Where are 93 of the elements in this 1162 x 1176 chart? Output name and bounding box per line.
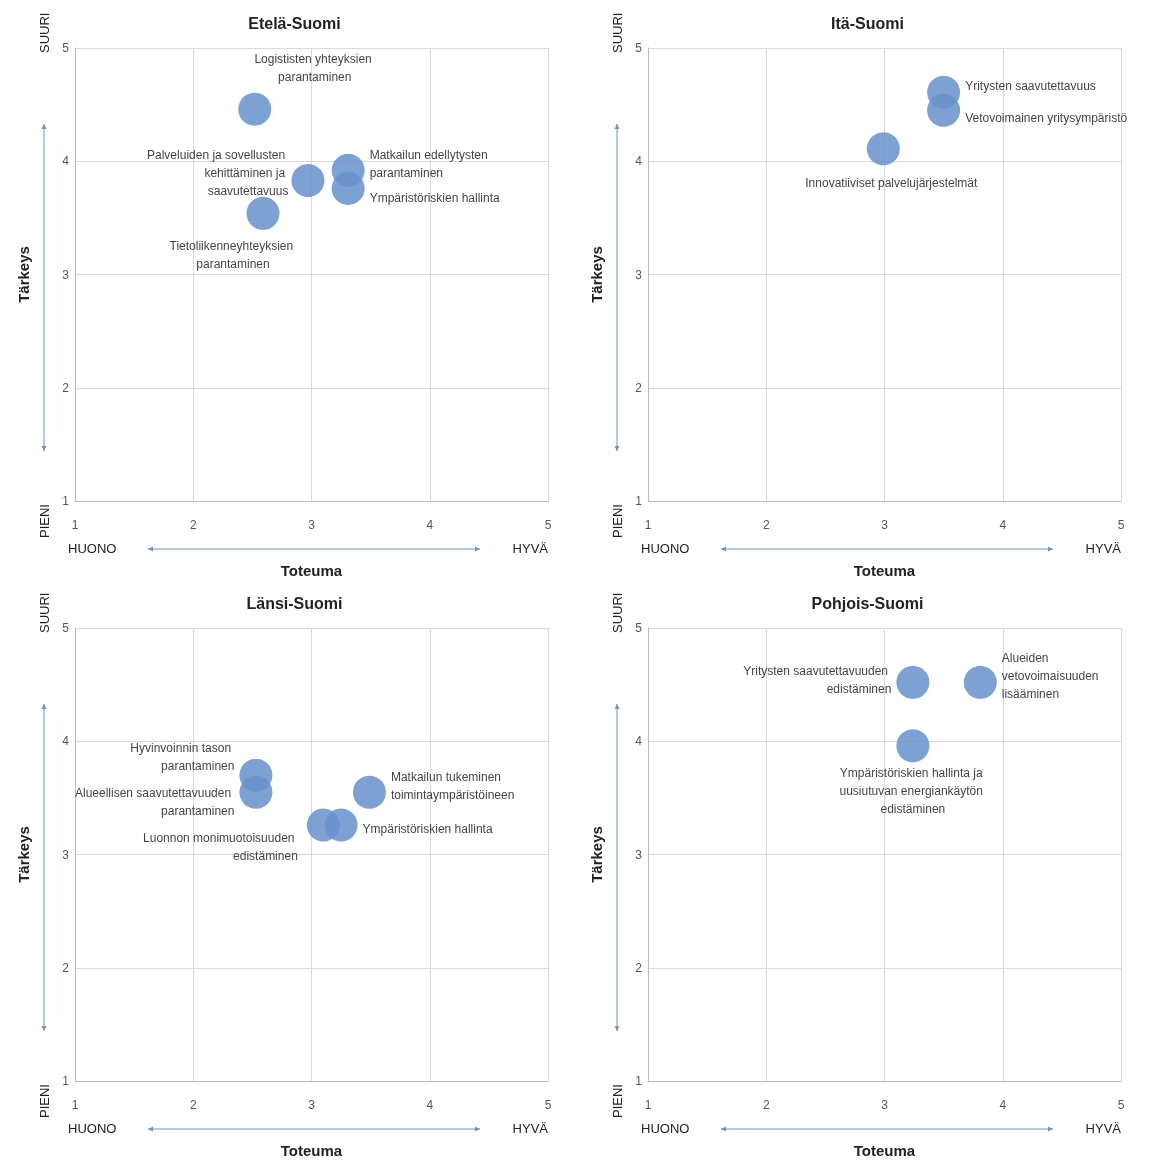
point <box>866 132 900 166</box>
text: SUURI <box>36 592 52 633</box>
y-axis-title: Tärkeys <box>15 246 32 303</box>
x-tick-label: 5 <box>544 1098 552 1112</box>
series-label: Tietoliikenneyhteyksien parantaminen <box>169 238 297 271</box>
x-axis-title: Toteuma <box>853 562 916 579</box>
point <box>238 92 272 126</box>
series-label: Yritysten saavutettavuus <box>965 79 1096 94</box>
x-tick-label: 2 <box>189 518 197 532</box>
series-label: Alueellisen saavutettavuuden parantaminen <box>74 786 235 819</box>
x-tick-label: 1 <box>644 518 652 532</box>
series-label: Ympäristöriskien hallinta <box>362 822 493 837</box>
text: SUURI <box>609 12 625 53</box>
text: Ympäristöriskien hallinta ja uusiutuvan energiankäytön edistäminen <box>839 766 987 817</box>
series-label: Vetovoimainen yritysympäristö <box>965 111 1128 126</box>
series-label: Hyvinvoinnin tason parantaminen <box>130 741 235 774</box>
x-tick-label: 4 <box>426 518 434 532</box>
x-tick-label: 4 <box>426 1098 434 1112</box>
y-tick-label: 5 <box>635 41 643 55</box>
y-tick-label: 1 <box>635 494 643 508</box>
y-tick-label: 3 <box>62 847 70 862</box>
x-tick-label: 5 <box>1117 518 1125 532</box>
y-axis-title: Tärkeys <box>588 246 605 303</box>
text: SUURI <box>36 12 52 53</box>
text: HYVÄ <box>1085 541 1122 556</box>
text: HYVÄ <box>512 541 549 556</box>
text: HYVÄ <box>1085 1121 1122 1136</box>
series-label: Yritysten saavutettavuuden edistäminen <box>743 664 892 697</box>
y-tick-label: 4 <box>62 734 70 749</box>
point <box>352 775 386 809</box>
text: HUONO <box>68 1121 117 1136</box>
y-tick-label: 3 <box>635 267 643 282</box>
x-tick-label: 1 <box>644 1098 652 1112</box>
series-label: Palveluiden ja sovellusten kehittäminen ja saavutettavuus <box>147 147 289 198</box>
y-tick-label: 5 <box>62 621 70 635</box>
text: PIENI <box>36 1084 52 1118</box>
x-tick-label: 5 <box>544 518 552 532</box>
series-label: Ympäristöriskien hallinta <box>369 191 501 206</box>
y-tick-label: 2 <box>62 960 70 975</box>
x-tick-label: 5 <box>1117 1098 1125 1112</box>
y-tick-label: 1 <box>62 1074 70 1088</box>
text: PIENI <box>609 1084 625 1118</box>
x-tick-label: 2 <box>189 1098 197 1112</box>
text: PIENI <box>609 504 625 538</box>
y-tick-label: 4 <box>635 154 643 169</box>
y-tick-label: 1 <box>62 494 70 508</box>
point <box>246 196 280 230</box>
chart-title: Etelä-Suomi <box>248 14 341 32</box>
x-tick-label: 4 <box>999 518 1007 532</box>
y-tick-label: 4 <box>635 734 643 749</box>
series-label: Luonnon monimuotoisuuden edistäminen <box>143 831 298 864</box>
chart-title: Itä-Suomi <box>831 14 904 32</box>
series-label: Innovatiiviset palvelujärjestelmät <box>805 176 979 191</box>
y-tick-label: 2 <box>635 380 643 395</box>
series-label: Matkailun tukeminen toimintaympäristöineen <box>390 770 515 803</box>
text: PIENI <box>36 504 52 538</box>
series-label: Alueiden vetovoimaisuuden lisääminen <box>1001 651 1102 702</box>
text: HUONO <box>68 541 117 556</box>
x-axis-title: Toteuma <box>280 1142 343 1159</box>
x-axis-title: Toteuma <box>853 1142 916 1159</box>
chart-title: Länsi-Suomi <box>246 594 343 612</box>
point <box>331 171 365 205</box>
y-tick-label: 2 <box>635 960 643 975</box>
text: HYVÄ <box>512 1121 549 1136</box>
y-tick-label: 5 <box>62 41 70 55</box>
series-label: Logististen yhteyksien parantaminen <box>254 51 376 84</box>
text: HUONO <box>641 1121 690 1136</box>
x-tick-label: 1 <box>71 518 79 532</box>
x-tick-label: 4 <box>999 1098 1007 1112</box>
x-tick-label: 3 <box>308 518 316 532</box>
point <box>927 93 961 127</box>
x-tick-label: 3 <box>881 518 889 532</box>
point <box>239 775 273 809</box>
chart-title: Pohjois-Suomi <box>811 594 924 612</box>
x-tick-label: 2 <box>762 518 770 532</box>
y-tick-label: 3 <box>635 847 643 862</box>
x-tick-label: 3 <box>881 1098 889 1112</box>
x-axis-title: Toteuma <box>280 562 343 579</box>
x-tick-label: 3 <box>308 1098 316 1112</box>
y-tick-label: 2 <box>62 380 70 395</box>
point <box>324 808 358 842</box>
text: SUURI <box>609 592 625 633</box>
x-tick-label: 1 <box>71 1098 79 1112</box>
y-tick-label: 3 <box>62 267 70 282</box>
y-tick-label: 5 <box>635 621 643 635</box>
x-tick-label: 2 <box>762 1098 770 1112</box>
y-axis-title: Tärkeys <box>15 826 32 883</box>
y-axis-title: Tärkeys <box>588 826 605 883</box>
y-tick-label: 4 <box>62 154 70 169</box>
series-label: Matkailun edellytysten parantaminen <box>369 148 492 181</box>
y-tick-label: 1 <box>635 1074 643 1088</box>
text: HUONO <box>641 541 690 556</box>
point <box>291 164 325 197</box>
